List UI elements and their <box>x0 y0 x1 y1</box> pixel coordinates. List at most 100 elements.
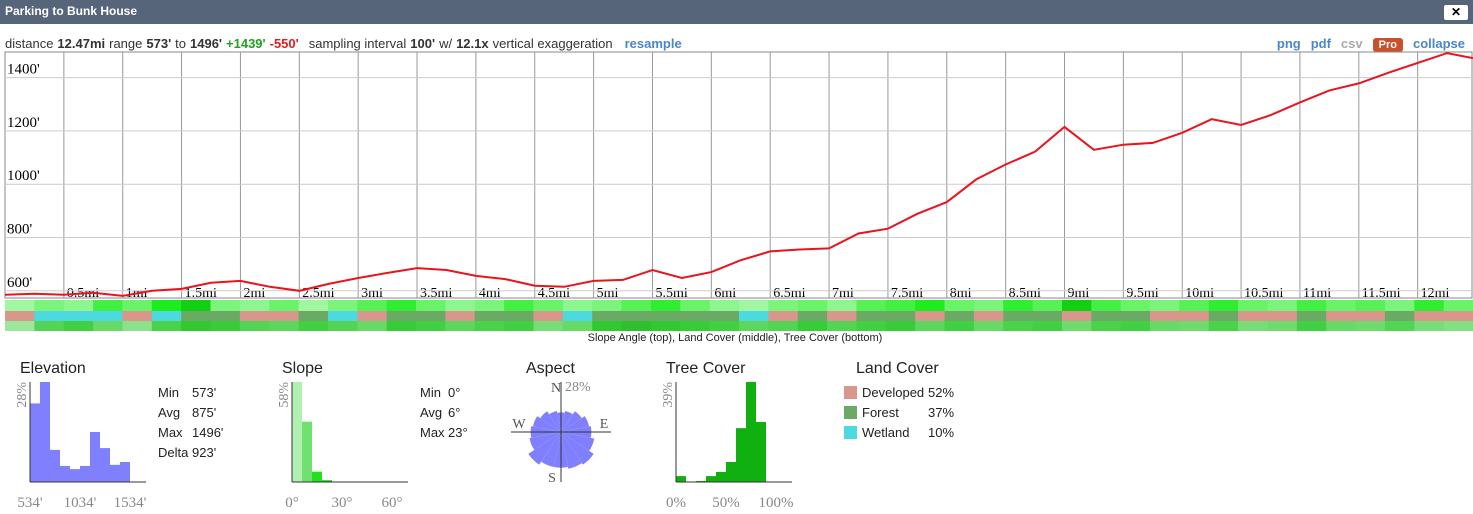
export-link[interactable]: Pro <box>1372 38 1403 52</box>
histogram-bar <box>726 462 736 482</box>
strip-cell <box>63 311 94 321</box>
strip-cell <box>93 300 123 311</box>
stat-text: -550' <box>269 36 299 51</box>
strip-cell <box>827 300 857 311</box>
direction-label: S <box>548 471 556 486</box>
chart-title: Elevation <box>20 360 86 377</box>
stat-label: Avg <box>158 405 180 420</box>
strip-cell <box>797 321 828 331</box>
strip-cell <box>181 300 212 311</box>
export-link[interactable]: csv <box>1340 36 1363 51</box>
y-tick-label: 600' <box>7 275 33 291</box>
stat-value: 1496' <box>192 425 223 440</box>
aspect-petal <box>528 432 561 465</box>
x-tick-label: 2.5mi <box>302 286 334 301</box>
histogram-bar <box>90 432 100 482</box>
strip-cell <box>34 311 65 321</box>
strip-cell <box>1267 300 1298 311</box>
y-tick-label: 1200' <box>7 115 40 131</box>
stat-text: vertical exaggeration <box>492 36 613 51</box>
strip-cell <box>1179 311 1210 321</box>
y-tick-label: 800' <box>7 221 33 237</box>
x-tick-label: 2mi <box>243 286 265 301</box>
histogram-bar <box>70 469 80 482</box>
strip-cell <box>562 311 593 321</box>
histogram-bar <box>736 428 746 482</box>
stat-text: 100' <box>410 36 436 51</box>
histogram-bar <box>322 480 332 482</box>
stat-text: sampling interval <box>308 36 407 51</box>
y-tick-label: 1400' <box>7 62 40 78</box>
strip-cell <box>1238 300 1268 311</box>
x-tick-label: 9mi <box>1068 286 1090 301</box>
strip-cell <box>474 311 505 321</box>
strip-cell <box>327 321 358 331</box>
strip-cell <box>1414 311 1445 321</box>
strip-cell <box>1091 321 1122 331</box>
x-tick-label: 7mi <box>832 286 854 301</box>
strip-cell <box>34 321 65 331</box>
export-link[interactable]: pdf <box>1310 36 1331 51</box>
stat-value: 923' <box>192 445 216 460</box>
x-tick-label: 1.5mi <box>185 286 217 301</box>
x-tick-label: 30° <box>332 495 353 511</box>
x-tick-label: 12mi <box>1421 286 1450 301</box>
strip-cell <box>1355 321 1386 331</box>
strip-cell <box>93 321 123 331</box>
x-tick-label: 10.5mi <box>1244 286 1283 301</box>
stat-value: 0° <box>448 385 460 400</box>
strip-cell <box>739 311 769 321</box>
strip-cell <box>1384 311 1415 321</box>
strip-cell <box>445 311 476 321</box>
strip-cell <box>1208 311 1239 321</box>
stat-text[interactable]: resample <box>624 36 682 51</box>
strip-cell <box>1296 321 1327 331</box>
export-link[interactable]: png <box>1276 36 1301 51</box>
strip-cell <box>885 311 916 321</box>
strip-cell <box>768 300 799 311</box>
x-tick-label: 6mi <box>714 286 736 301</box>
strip-cell <box>562 321 593 331</box>
strip-cell <box>739 300 769 311</box>
stat-text: 12.47mi <box>57 36 106 51</box>
strip-cell <box>680 321 711 331</box>
strip-cell <box>1032 311 1063 321</box>
export-links: png pdf csv Pro collapse <box>1267 36 1465 52</box>
x-tick-label: 6.5mi <box>773 286 805 301</box>
x-tick-label: 8mi <box>950 286 972 301</box>
stat-label: Delta <box>158 445 189 460</box>
x-tick-label: 3mi <box>361 286 383 301</box>
strip-cell <box>1061 321 1092 331</box>
strip-cell <box>650 311 681 321</box>
radius-label: 28% <box>565 380 591 395</box>
strip-cell <box>269 300 300 311</box>
strip-cell <box>592 321 623 331</box>
strip-cell <box>1120 300 1151 311</box>
histogram-bar <box>110 464 120 482</box>
aspect-petal <box>540 411 561 432</box>
x-tick-label: 100% <box>759 495 794 511</box>
histogram-bar <box>716 472 726 482</box>
strip-cell <box>915 300 946 311</box>
stat-value: 573' <box>192 385 216 400</box>
strip-cell <box>445 321 476 331</box>
strip-cell <box>1296 300 1327 311</box>
strip-cell <box>1443 300 1473 311</box>
stat-label: Min <box>420 385 441 400</box>
stat-label: Min <box>158 385 179 400</box>
histogram-bar <box>30 403 40 482</box>
strip-cell <box>93 311 123 321</box>
stat-label: Max <box>158 425 183 440</box>
strip-cell <box>1061 311 1092 321</box>
strip-cell <box>1208 300 1239 311</box>
aspect-petal <box>532 416 561 432</box>
y-tick-label: 39% <box>661 382 676 408</box>
export-link[interactable]: collapse <box>1412 36 1465 51</box>
strip-cell <box>680 300 711 311</box>
aspect-petal <box>561 432 582 469</box>
close-button[interactable]: ✕ <box>1444 5 1468 20</box>
y-tick-label: 28% <box>15 382 30 408</box>
histogram-bar <box>80 465 90 482</box>
strip-cell <box>122 300 153 311</box>
